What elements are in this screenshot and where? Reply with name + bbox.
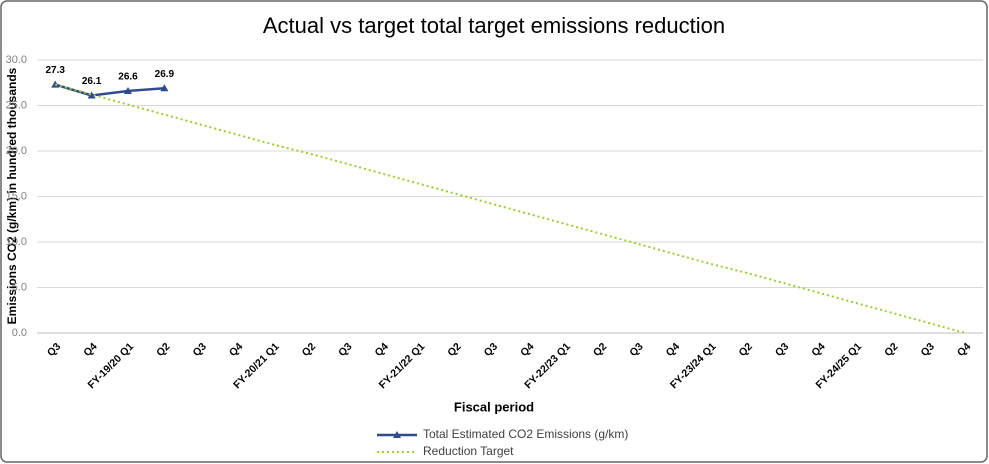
point-marker [160,84,169,92]
y-tick-label: 0.0 [12,327,27,339]
data-label: 26.1 [82,76,102,87]
y-tick-label: 20.0 [6,145,27,157]
data-label: 26.6 [118,72,138,83]
legend-marker [393,431,401,438]
legend-label: Total Estimated CO2 Emissions (g/km) [423,427,628,441]
y-tick-label: 30.0 [6,54,27,66]
y-tick-label: 5.0 [12,281,27,293]
series-line [54,83,966,334]
point-marker [124,86,132,94]
series-line [54,83,165,97]
chart-title: Actual vs target total target emissions … [263,13,725,38]
data-label: 27.3 [45,65,65,76]
point-marker [51,80,60,88]
y-tick-label: 15.0 [6,190,27,202]
point-marker [87,91,96,99]
x-axis-title: Fiscal period [454,399,534,414]
legend-label: Reduction Target [423,444,514,458]
data-label: 26.9 [155,69,175,80]
y-axis-title: Emissions CO2 (g/km) in hundred thousand… [5,67,19,324]
y-tick-label: 10.0 [6,236,27,248]
y-tick-label: 25.0 [6,99,27,111]
